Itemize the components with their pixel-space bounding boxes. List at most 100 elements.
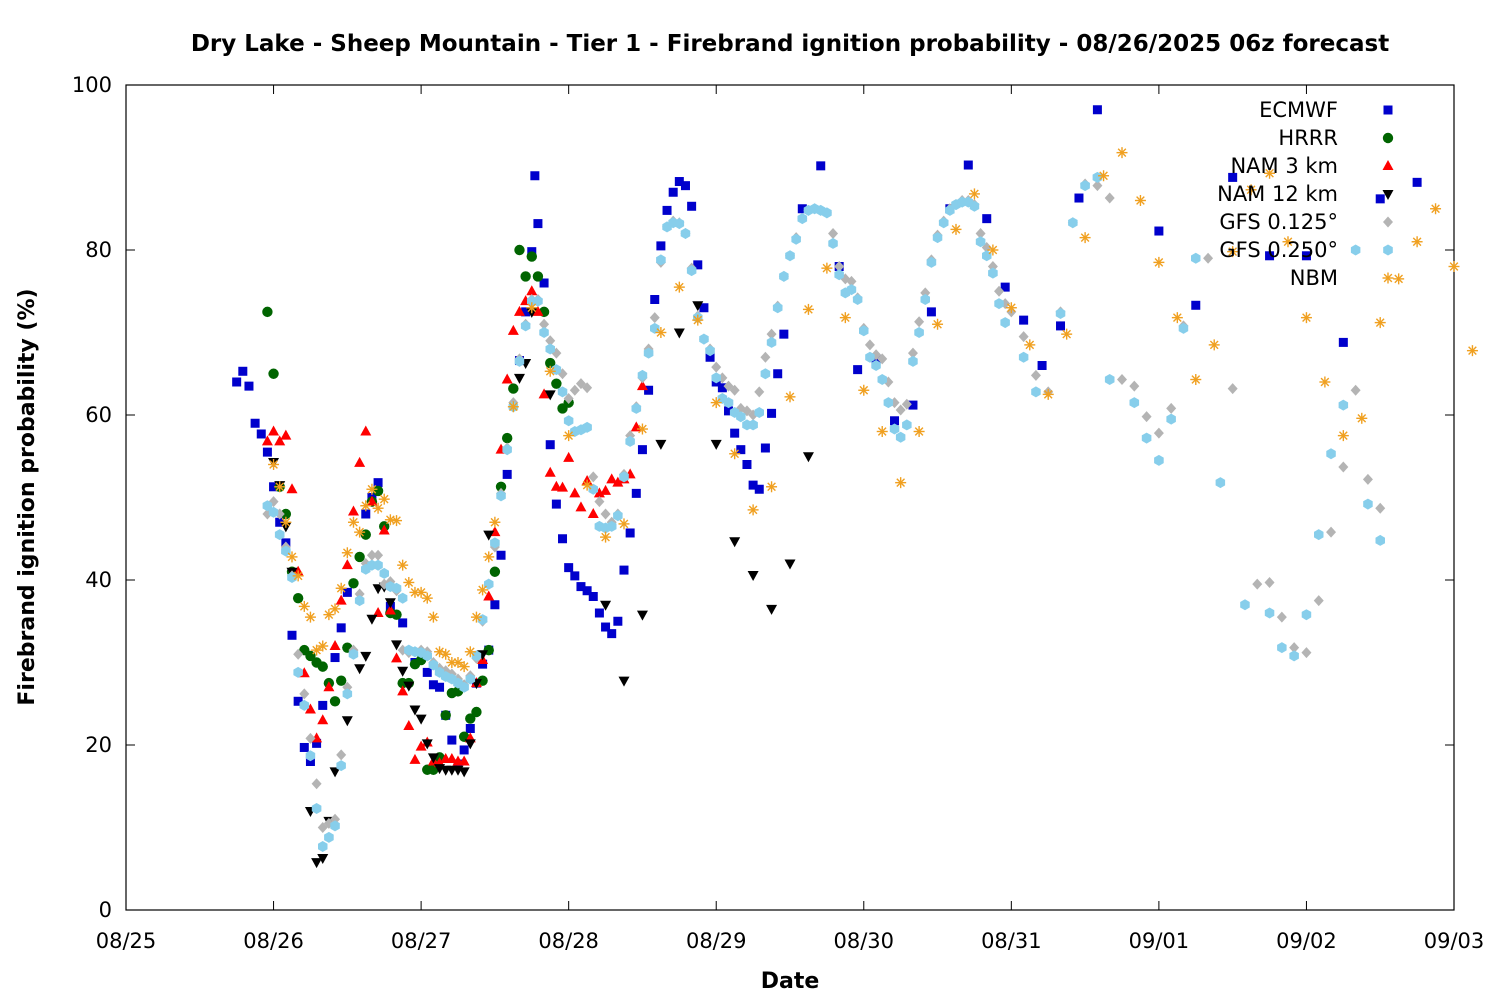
data-point bbox=[373, 478, 383, 488]
data-point bbox=[594, 496, 605, 508]
data-point bbox=[427, 611, 439, 623]
data-point bbox=[711, 361, 722, 373]
data-point bbox=[329, 696, 341, 707]
data-point bbox=[711, 372, 721, 384]
data-point bbox=[1055, 308, 1066, 319]
data-point bbox=[600, 531, 612, 543]
data-point bbox=[1037, 361, 1047, 370]
legend-marker bbox=[1382, 272, 1394, 284]
data-point bbox=[409, 753, 421, 764]
data-point bbox=[747, 571, 759, 582]
data-point bbox=[1092, 105, 1102, 115]
data-point bbox=[545, 335, 556, 347]
data-point bbox=[1374, 317, 1386, 329]
data-point bbox=[348, 648, 359, 660]
data-point bbox=[513, 373, 525, 384]
data-point bbox=[699, 303, 709, 313]
data-point bbox=[280, 508, 292, 520]
data-point bbox=[1000, 317, 1010, 329]
data-point bbox=[1178, 322, 1189, 334]
y-tick-label: 80 bbox=[85, 238, 112, 262]
data-point bbox=[311, 644, 323, 656]
data-point bbox=[341, 716, 353, 727]
data-point bbox=[680, 228, 691, 239]
data-point bbox=[724, 406, 734, 416]
data-point bbox=[1000, 282, 1010, 292]
data-point bbox=[730, 428, 740, 438]
data-point bbox=[330, 820, 340, 832]
data-point bbox=[391, 652, 403, 663]
data-point bbox=[501, 432, 513, 444]
data-point bbox=[539, 278, 549, 288]
data-point bbox=[914, 316, 925, 328]
data-point bbox=[372, 607, 384, 617]
data-point bbox=[477, 675, 488, 686]
data-point bbox=[318, 700, 328, 710]
data-point bbox=[582, 421, 592, 433]
data-point bbox=[557, 481, 569, 492]
data-point bbox=[619, 471, 629, 483]
data-point bbox=[1005, 302, 1017, 314]
data-point bbox=[521, 307, 531, 317]
data-point bbox=[490, 537, 500, 549]
data-point bbox=[717, 383, 727, 393]
data-point bbox=[883, 397, 894, 409]
data-point bbox=[422, 667, 432, 677]
data-point bbox=[729, 448, 741, 460]
data-point bbox=[379, 567, 389, 579]
data-point bbox=[606, 520, 617, 532]
data-point bbox=[1141, 411, 1152, 423]
data-point bbox=[373, 549, 384, 561]
data-point bbox=[1363, 498, 1373, 510]
data-point bbox=[673, 281, 685, 293]
data-point bbox=[557, 386, 568, 398]
data-point bbox=[336, 749, 347, 761]
data-point bbox=[1031, 386, 1041, 398]
data-point bbox=[1326, 448, 1336, 460]
data-point bbox=[601, 622, 611, 632]
data-point bbox=[1191, 300, 1201, 310]
data-point bbox=[391, 515, 403, 527]
data-point bbox=[274, 481, 286, 493]
data-point bbox=[822, 207, 832, 219]
data-point bbox=[520, 271, 531, 282]
data-point bbox=[587, 508, 599, 518]
data-point bbox=[354, 551, 365, 563]
data-point bbox=[889, 423, 900, 435]
x-tick-label: 09/03 bbox=[1424, 929, 1485, 953]
data-point bbox=[1338, 461, 1349, 473]
data-point bbox=[268, 506, 279, 518]
data-point bbox=[802, 452, 814, 463]
data-point bbox=[335, 594, 347, 605]
data-point bbox=[378, 493, 390, 505]
data-point bbox=[293, 696, 303, 706]
data-point bbox=[1208, 339, 1220, 351]
data-point bbox=[1466, 345, 1478, 357]
data-point bbox=[378, 524, 390, 535]
data-point bbox=[489, 516, 501, 528]
data-point bbox=[372, 485, 384, 497]
data-point bbox=[458, 755, 470, 766]
data-point bbox=[710, 439, 722, 450]
data-point bbox=[686, 265, 697, 277]
data-point bbox=[1154, 454, 1164, 466]
data-point bbox=[668, 187, 678, 197]
data-point bbox=[280, 429, 292, 440]
data-point bbox=[1300, 312, 1312, 324]
data-point bbox=[415, 586, 427, 598]
data-point bbox=[514, 355, 525, 367]
series-diamond bbox=[262, 178, 1386, 833]
data-point bbox=[858, 384, 870, 396]
legend-marker bbox=[1382, 190, 1394, 200]
data-point bbox=[428, 659, 439, 671]
data-point bbox=[409, 586, 421, 598]
data-point bbox=[895, 431, 906, 443]
data-point bbox=[834, 261, 845, 272]
data-point bbox=[360, 651, 372, 662]
data-point bbox=[292, 570, 304, 582]
data-point bbox=[1264, 607, 1275, 619]
data-point bbox=[1337, 430, 1349, 442]
data-point bbox=[994, 285, 1005, 297]
data-point bbox=[1141, 432, 1152, 444]
data-point bbox=[802, 303, 814, 315]
